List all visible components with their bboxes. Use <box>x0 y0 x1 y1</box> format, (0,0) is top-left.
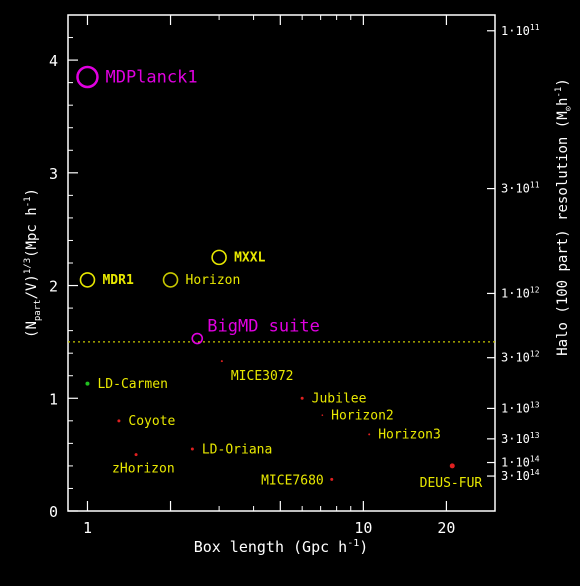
y2-tick-label: 3·1014 <box>501 468 540 483</box>
point-marker <box>79 272 96 288</box>
y-tick-label: 4 <box>49 52 58 70</box>
point-marker <box>449 463 455 469</box>
point-label: MXXL <box>234 251 265 266</box>
point-label: LD-Oriana <box>202 442 272 457</box>
point-marker <box>76 65 99 89</box>
point-label: MICE7680 <box>261 473 324 488</box>
y-tick-label: 0 <box>49 503 58 521</box>
point-label: BigMD suite <box>207 317 320 337</box>
y2-tick-label: 1·1012 <box>501 285 540 300</box>
y-axis-title-part0: (N <box>24 321 40 338</box>
point-label: MICE3072 <box>231 369 294 384</box>
x-tick-label: 10 <box>354 519 372 537</box>
point-marker <box>117 419 121 423</box>
y-tick-label: 1 <box>49 390 58 408</box>
point-marker <box>134 453 138 457</box>
point-marker <box>191 332 204 345</box>
point-marker <box>162 272 179 288</box>
y-tick-label: 3 <box>49 165 58 183</box>
y2-axis-title-tail: h <box>555 97 571 105</box>
y2-tick-label: 1·1014 <box>501 455 540 470</box>
y-axis-title: (Npart/V)1/3(Mpc h-1) <box>23 188 43 338</box>
x-axis-title-main: Box length (Gpc h <box>194 538 348 556</box>
point-marker <box>300 396 304 400</box>
y2-tick-label: 3·1012 <box>501 350 540 365</box>
y2-axis: 1·1011 3·1011 1·1012 3·1012 1·1013 3·1013 1·10… <box>487 23 540 483</box>
y2-axis-title-sup: -1 <box>554 87 564 98</box>
point-marker <box>321 414 324 416</box>
y2-axis-title: Halo (100 part) resolution (M⊙h-1) <box>554 78 574 356</box>
point-label: Jubilee <box>312 392 367 407</box>
point-marker <box>368 433 371 436</box>
y2-tick-label: 3·1011 <box>501 181 540 196</box>
y-axis-title-part6: ) <box>24 188 40 196</box>
y2-tick-label: 1·1013 <box>501 400 540 415</box>
x-axis: 1 10 20 <box>83 15 455 537</box>
point-label: LD-Carmen <box>97 377 167 392</box>
point-label: zHorizon <box>112 462 175 477</box>
point-marker <box>211 249 227 266</box>
y-axis: 0 1 2 3 4 <box>49 37 78 521</box>
point-marker <box>220 360 223 363</box>
x-tick-label: 20 <box>437 519 455 537</box>
x-axis-title: Box length (Gpc h-1) <box>194 538 369 556</box>
point-label: Coyote <box>128 414 175 429</box>
point-label: DEUS-FUR <box>420 476 483 491</box>
x-axis-title-tail: ) <box>359 538 368 556</box>
point-marker <box>190 447 194 451</box>
point-label: Horizon <box>186 273 241 288</box>
point-label: MDPlanck1 <box>105 68 197 88</box>
point-marker <box>85 381 90 386</box>
point-label: Horizon3 <box>378 428 441 443</box>
data-points: MDPlanck1 MDR1 MXXL Horizon BigMD suite MICE3… <box>76 65 483 491</box>
y2-axis-title-sun: ⊙ <box>564 106 574 111</box>
x-axis-title-sup: -1 <box>347 538 359 549</box>
point-marker <box>330 477 334 481</box>
point-label: MDR1 <box>102 273 133 288</box>
y2-axis-title-close: ) <box>555 78 571 86</box>
y2-axis-title-main: Halo (100 part) resolution (M <box>555 111 571 355</box>
y2-tick-label: 1·1011 <box>501 23 540 38</box>
y-axis-title-part5: -1 <box>23 196 33 207</box>
y-axis-title-part1: part <box>33 299 43 321</box>
y-tick-label: 2 <box>49 278 58 296</box>
y-axis-title-part2: /V) <box>24 274 40 299</box>
y2-tick-label: 3·1013 <box>501 431 540 446</box>
y-axis-title-part4: (Mpc h <box>24 207 40 258</box>
y-axis-title-part3: 1/3 <box>23 258 33 274</box>
x-tick-label: 1 <box>83 519 92 537</box>
point-label: Horizon2 <box>331 409 394 424</box>
